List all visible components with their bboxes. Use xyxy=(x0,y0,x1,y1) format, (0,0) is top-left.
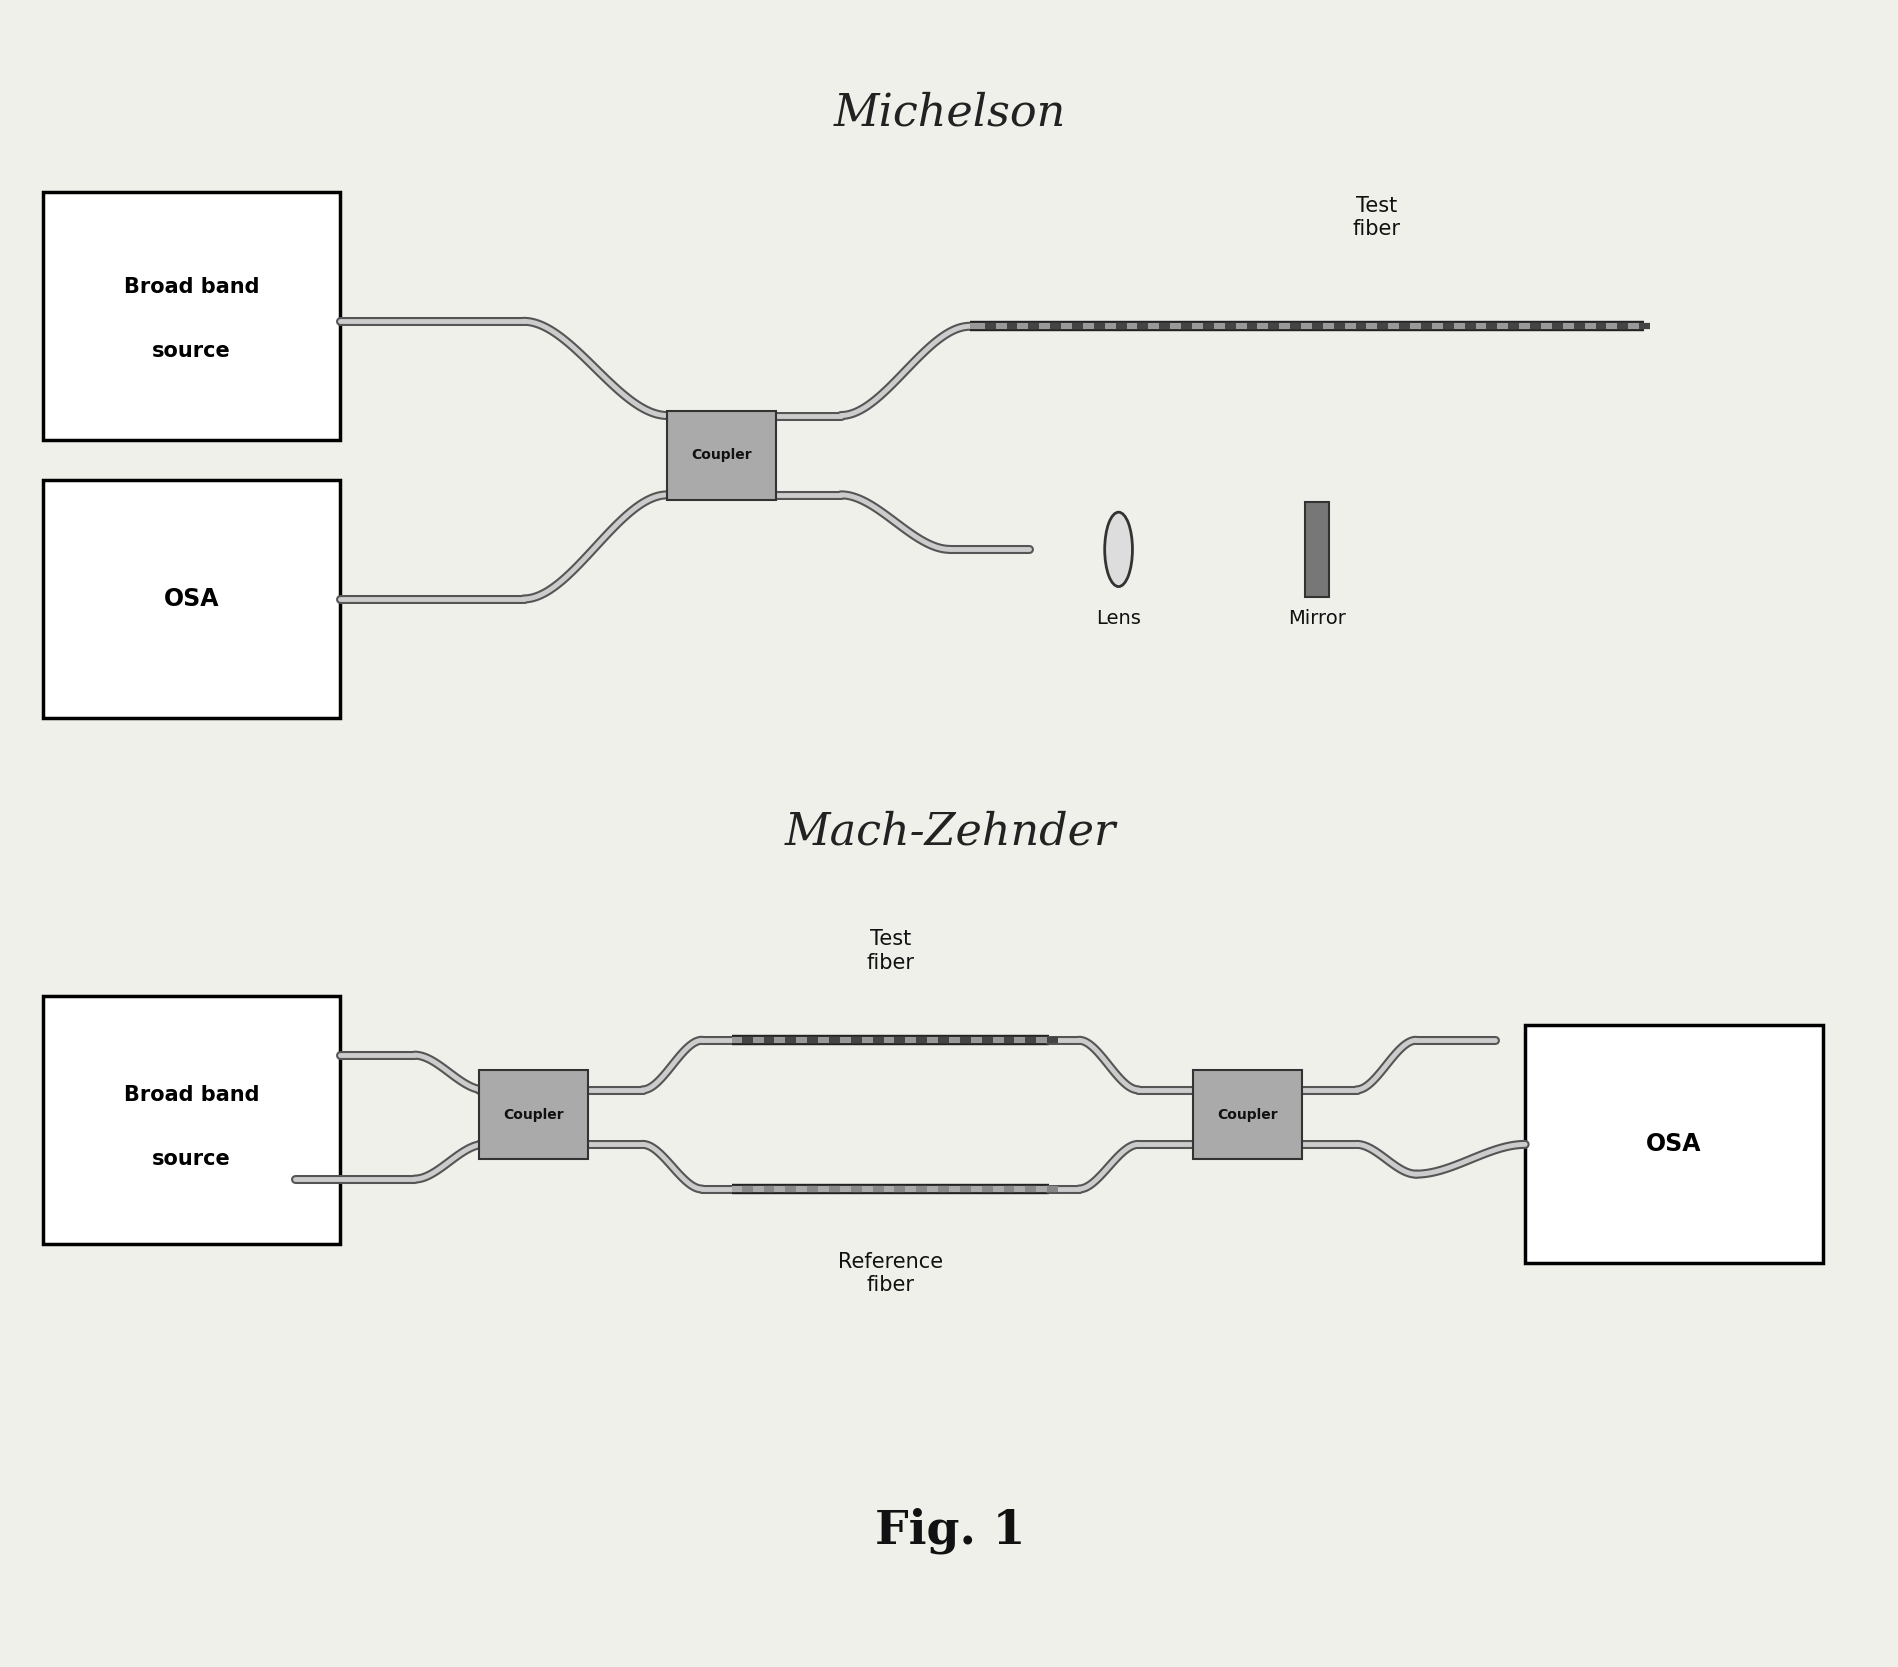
Text: Fig. 1: Fig. 1 xyxy=(875,1509,1025,1554)
FancyBboxPatch shape xyxy=(1306,502,1329,597)
Text: Coupler: Coupler xyxy=(1217,1107,1277,1122)
Text: Mirror: Mirror xyxy=(1289,610,1346,628)
Text: Test
fiber: Test fiber xyxy=(867,930,915,972)
FancyBboxPatch shape xyxy=(1194,1070,1302,1159)
Ellipse shape xyxy=(1105,512,1133,587)
FancyBboxPatch shape xyxy=(42,995,340,1244)
FancyBboxPatch shape xyxy=(42,192,340,440)
Text: Coupler: Coupler xyxy=(691,448,752,462)
Text: Reference
fiber: Reference fiber xyxy=(837,1252,943,1295)
Text: source: source xyxy=(152,342,232,362)
Text: Broad band: Broad band xyxy=(123,277,260,297)
Text: OSA: OSA xyxy=(163,587,218,612)
Text: source: source xyxy=(152,1149,232,1169)
Text: Coupler: Coupler xyxy=(503,1107,564,1122)
Text: Mach-Zehnder: Mach-Zehnder xyxy=(784,810,1116,854)
FancyBboxPatch shape xyxy=(478,1070,588,1159)
FancyBboxPatch shape xyxy=(1526,1025,1822,1264)
FancyBboxPatch shape xyxy=(42,480,340,718)
Text: Broad band: Broad band xyxy=(123,1085,260,1105)
Text: OSA: OSA xyxy=(1646,1132,1703,1157)
Text: Test
fiber: Test fiber xyxy=(1353,195,1401,238)
Text: Lens: Lens xyxy=(1097,610,1141,628)
Text: Michelson: Michelson xyxy=(833,92,1067,135)
FancyBboxPatch shape xyxy=(668,410,776,500)
